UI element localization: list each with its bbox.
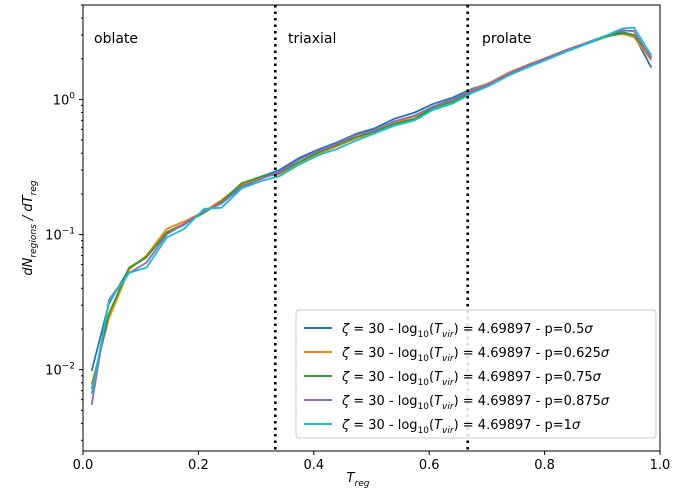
series-line-p0_875 (90, 29, 653, 405)
x-tick-label: 0.0 (73, 458, 94, 473)
legend-label: ζ = 30 - log10(Tvir) = 4.69897 - p=0.75σ (341, 370, 602, 388)
legend-label: ζ = 30 - log10(Tvir) = 4.69897 - p=0.875… (341, 394, 610, 412)
region-label-triaxial: triaxial (288, 31, 336, 47)
y-tick-label: 10−1 (45, 227, 75, 244)
y-axis-label: dNregions / dTreg (21, 180, 39, 275)
region-label-oblate: oblate (94, 31, 138, 47)
x-tick-label: 0.8 (534, 458, 555, 473)
x-tick-label: 0.4 (303, 458, 324, 473)
y-tick-label: 100 (53, 91, 76, 108)
x-axis-label: Treg (347, 471, 370, 489)
legend-label: ζ = 30 - log10(Tvir) = 4.69897 - p=1σ (341, 418, 581, 436)
x-tick-label: 1.0 (650, 458, 671, 473)
legend-label: ζ = 30 - log10(Tvir) = 4.69897 - p=0.625… (341, 346, 610, 364)
x-tick-label: 0.2 (188, 458, 209, 473)
legend-label: ζ = 30 - log10(Tvir) = 4.69897 - p=0.5σ (341, 322, 593, 340)
y-tick-label: 10−2 (45, 362, 75, 379)
legend-box (295, 309, 657, 439)
series-line-p1 (90, 26, 653, 395)
region-label-prolate: prolate (482, 31, 531, 47)
x-tick-label: 0.6 (419, 458, 440, 473)
x-axis-ticks: 0.0 0.2 0.4 0.6 0.8 1.0 (73, 451, 671, 473)
plot-frame (82, 4, 661, 452)
series-layer (90, 26, 653, 405)
legend: ζ = 30 - log10(Tvir) = 4.69897 - p=0.5σ ζ… (295, 309, 657, 439)
y-axis-ticks: 10−2 10−1 100 (45, 4, 83, 441)
